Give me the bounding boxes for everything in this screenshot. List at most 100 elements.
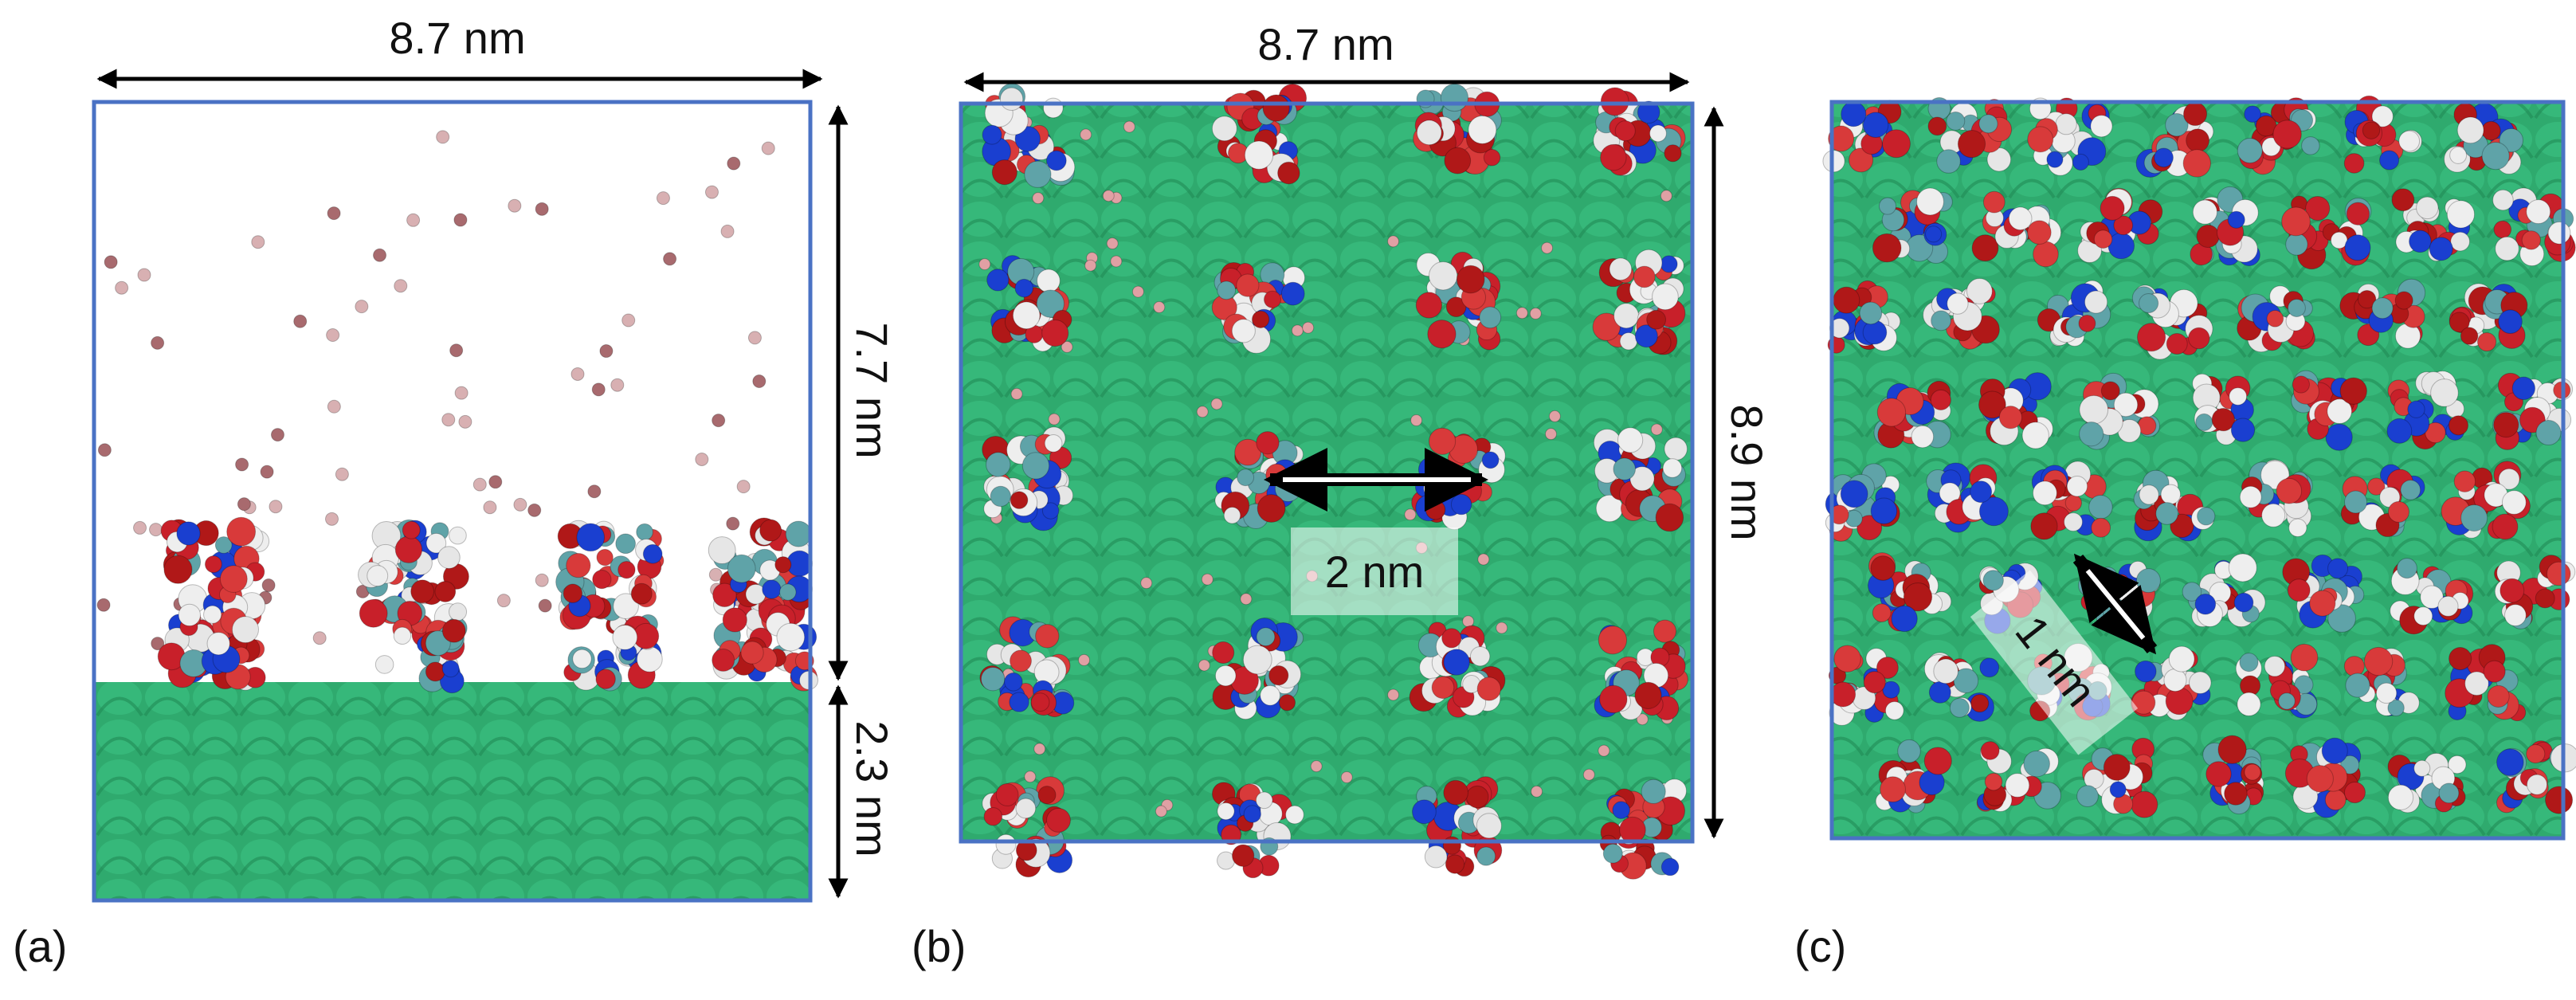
atom [1933, 658, 1958, 684]
atom [1545, 428, 1558, 441]
atom [2261, 503, 2286, 527]
atom [1232, 844, 1255, 867]
panel-b: 8.7 nm 8.9 nm 2 nm (b) [912, 19, 1772, 971]
atom [599, 344, 614, 359]
atom [1872, 233, 1902, 263]
atom [2076, 785, 2099, 808]
atom [995, 833, 1017, 855]
atom [535, 573, 549, 587]
atom [2343, 656, 2365, 677]
atom [2163, 669, 2187, 692]
atom [1291, 324, 1304, 337]
atom [1925, 225, 1943, 243]
atom [2446, 200, 2476, 229]
atom [2456, 116, 2484, 144]
atom [2416, 196, 2439, 220]
atom [2340, 755, 2360, 775]
atom [1440, 83, 1469, 112]
atom [1592, 312, 1621, 341]
atom [1541, 241, 1554, 254]
atom [1444, 147, 1472, 175]
atom [779, 583, 797, 601]
atom [2493, 412, 2519, 438]
atom [1014, 278, 1033, 298]
atom [2211, 408, 2235, 432]
atom [1882, 680, 1900, 699]
atom [1947, 292, 1969, 315]
atom [97, 443, 112, 457]
atom [453, 213, 468, 227]
atom [527, 503, 542, 517]
atom [2387, 500, 2410, 523]
atom [1477, 553, 1490, 566]
atom [1469, 645, 1491, 667]
atom [1210, 398, 1223, 410]
atom [1970, 480, 1993, 504]
atom [1404, 508, 1417, 521]
atom [206, 632, 230, 656]
atom [1033, 659, 1060, 685]
atom [1263, 290, 1282, 308]
atom [2343, 782, 2366, 804]
atom [1897, 739, 1921, 763]
atom [1655, 503, 1684, 532]
atom [312, 631, 327, 645]
atom [2287, 578, 2311, 602]
atom [2288, 518, 2307, 537]
atom [235, 457, 249, 472]
atom [982, 124, 1002, 145]
atom [2327, 604, 2356, 633]
atom [1412, 799, 1437, 825]
atom [2030, 512, 2058, 540]
atom [986, 452, 1011, 477]
atom [204, 555, 222, 574]
atom [2227, 210, 2245, 229]
atom [1496, 622, 1508, 634]
atom [1613, 303, 1640, 329]
atom [1262, 94, 1290, 122]
atom [176, 521, 201, 546]
atom [1833, 645, 1861, 673]
atom [2498, 468, 2520, 490]
atom [722, 607, 747, 633]
atom [1903, 582, 1933, 612]
atom [2109, 781, 2127, 798]
atom [2155, 502, 2178, 525]
atom [1978, 114, 1998, 134]
atom [2183, 102, 2208, 127]
atom [1033, 743, 1046, 755]
atom [2327, 558, 2349, 579]
atom [2272, 120, 2302, 149]
atom [1078, 653, 1091, 666]
atom [2046, 151, 2064, 168]
atom [1061, 340, 1073, 353]
atom [1862, 112, 1889, 138]
atom [1012, 301, 1041, 330]
atom [293, 314, 308, 328]
atom [2357, 290, 2377, 309]
atom [1634, 681, 1662, 709]
label-backdrop [1291, 527, 1458, 615]
atom [1223, 506, 1241, 524]
atom [1214, 665, 1237, 687]
atom [1953, 668, 1979, 694]
box [92, 100, 813, 903]
atom [2460, 504, 2488, 532]
atom [1664, 437, 1688, 461]
atom [1015, 798, 1037, 819]
atom [2339, 377, 2367, 405]
atom [2154, 147, 2174, 168]
atom [2391, 188, 2415, 212]
atom [726, 516, 740, 531]
atom [1982, 190, 2006, 214]
atom [2244, 105, 2261, 123]
atom [2425, 422, 2446, 444]
atom [618, 560, 636, 579]
atom [441, 413, 456, 427]
atom [2093, 229, 2113, 249]
atom [572, 649, 592, 669]
atom [1483, 149, 1501, 167]
atom [587, 484, 602, 499]
atom [2498, 309, 2523, 334]
atom [1465, 785, 1489, 809]
